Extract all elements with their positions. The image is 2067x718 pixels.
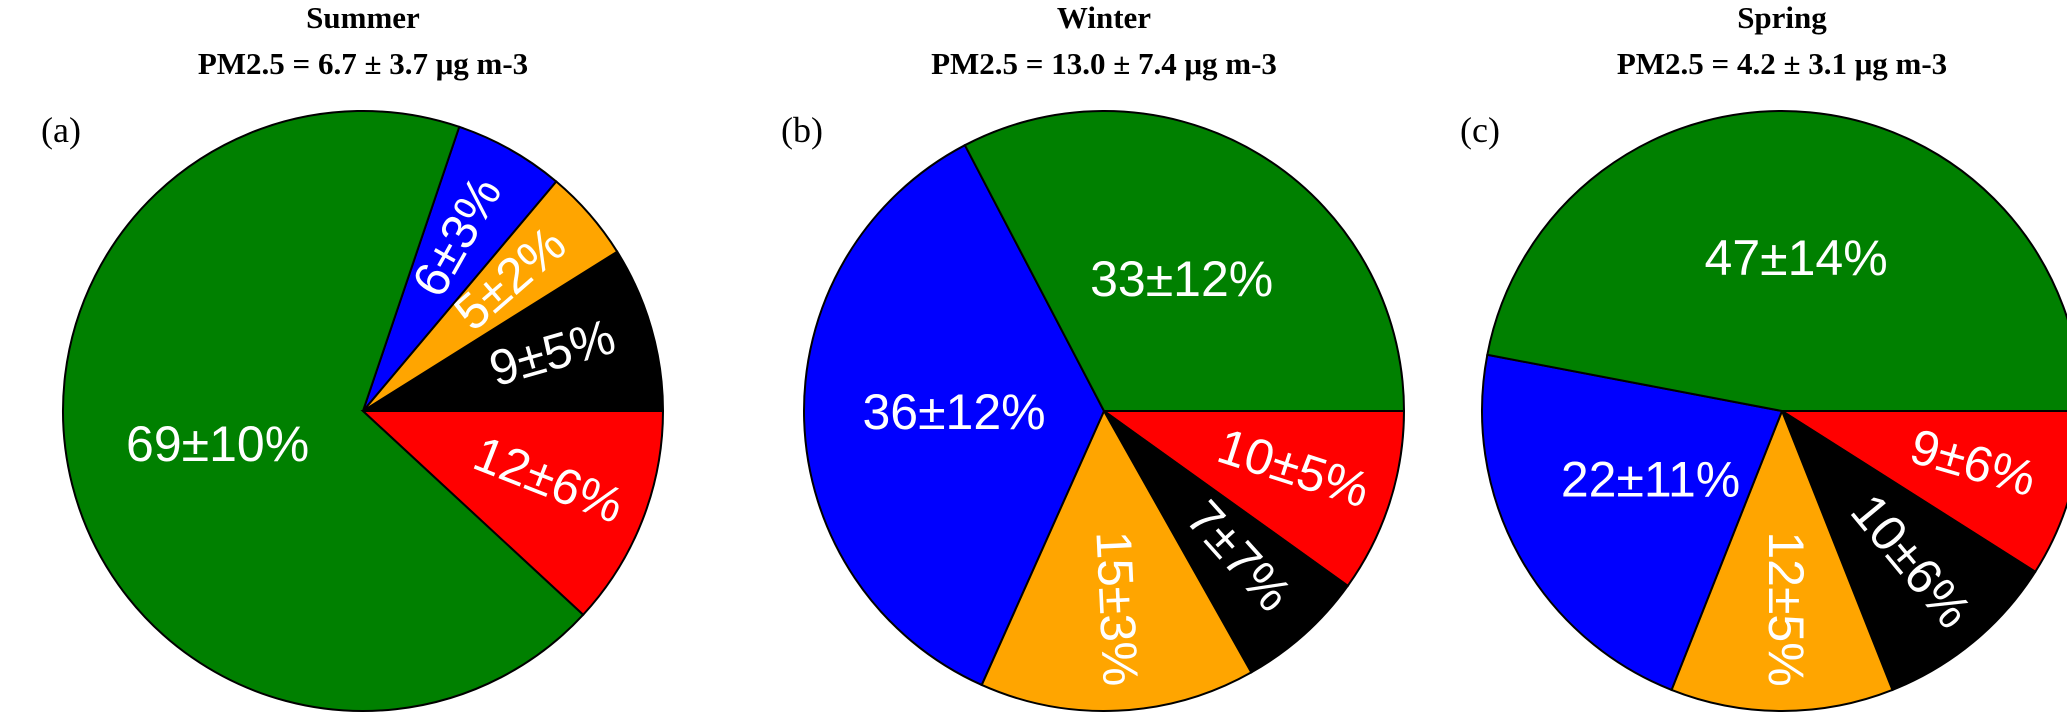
chart-subtitle: PM2.5 = 4.2 ± 3.1 μg m-3: [1617, 46, 1947, 81]
value-label: 69±10%: [126, 416, 309, 472]
chart-title: Summer: [306, 0, 420, 35]
pie-slice: [963, 110, 1406, 412]
panel-label: (c): [1460, 110, 1500, 150]
chart-subtitle: PM2.5 = 6.7 ± 3.7 μg m-3: [198, 46, 528, 81]
pie-slice: [62, 110, 585, 712]
value-label: 33±12%: [1090, 251, 1273, 307]
panel-label: (a): [41, 110, 81, 150]
panel-label: (b): [781, 110, 823, 150]
value-label: 15±3%: [1085, 530, 1148, 688]
chart-subtitle: PM2.5 = 13.0 ± 7.4 μg m-3: [931, 46, 1277, 81]
pie-slice: [1486, 109, 2067, 412]
pie-slice: [1778, 410, 2067, 574]
pie-slice: [980, 408, 1253, 713]
pie-slice: [1779, 408, 2037, 692]
value-label: 36±12%: [863, 384, 1046, 440]
pie-slice: [1103, 410, 1350, 674]
pie-slice: [803, 143, 1106, 687]
chart-title: Winter: [1057, 0, 1151, 35]
pie-slice: [1670, 408, 1894, 713]
value-label: 47±14%: [1705, 230, 1888, 286]
pie-slice: [1100, 410, 1406, 588]
pie-slice: [360, 410, 665, 617]
value-label: 22±11%: [1561, 451, 1740, 507]
value-label: 12±5%: [1758, 531, 1814, 686]
chart-title: Spring: [1737, 0, 1827, 35]
pie-slice: [359, 250, 665, 412]
pie-slice: [1480, 353, 1784, 692]
